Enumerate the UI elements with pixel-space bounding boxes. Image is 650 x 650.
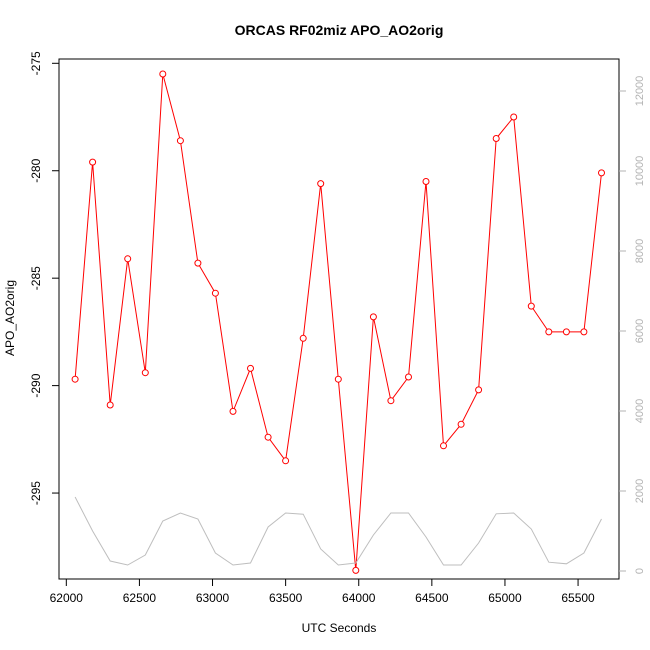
y-tick-label-2: -285: [29, 266, 43, 290]
y-axis-label: APO_AO2orig: [3, 280, 17, 356]
series-0-point-14: [317, 180, 325, 188]
series-0-point-7: [194, 259, 202, 267]
series-0-point-16: [352, 566, 360, 574]
x-tick-label-1: 62500: [123, 591, 157, 605]
y2-tick-label-0: 0: [634, 568, 646, 574]
y2-tick-label-4: 8000: [634, 239, 646, 263]
series-layer: [71, 70, 605, 574]
x-axis-label: UTC Seconds: [302, 621, 377, 635]
series-0-point-2: [106, 401, 114, 409]
series-0-point-29: [580, 328, 588, 336]
series-0-point-19: [405, 373, 412, 381]
series-0-point-3: [124, 255, 132, 263]
series-0-point-24: [492, 135, 500, 142]
series-0-point-27: [545, 328, 553, 336]
y-axis: -295 -290 -285 -280 -275: [29, 51, 59, 505]
series-1-line: [74, 496, 602, 566]
series-0-point-9: [229, 407, 237, 415]
series-0-point-30: [598, 169, 605, 177]
series-0-point-8: [211, 289, 219, 297]
secondary-y-axis: 0 2000 4000 6000 8000 10000 12000: [619, 76, 646, 574]
x-tick-label-5: 64500: [415, 591, 449, 605]
series-0-point-25: [510, 113, 518, 121]
y2-tick-label-3: 6000: [634, 319, 646, 343]
series-0-point-26: [527, 302, 535, 310]
series-0-point-13: [299, 334, 307, 342]
series-0-point-6: [176, 137, 184, 145]
series-0-point-12: [282, 457, 290, 465]
y2-tick-label-5: 10000: [634, 156, 646, 187]
y2-tick-label-2: 4000: [634, 399, 646, 423]
series-0-point-5: [159, 70, 167, 78]
series-0-point-0: [71, 375, 79, 383]
series-0-point-22: [457, 420, 465, 428]
x-tick-label-4: 64000: [342, 591, 376, 605]
chart-title: ORCAS RF02miz APO_AO2orig: [235, 22, 444, 38]
y2-tick-label-1: 2000: [634, 479, 646, 503]
plot-frame: [58, 58, 620, 580]
y2-tick-label-6: 12000: [634, 76, 646, 107]
x-tick-label-3: 63500: [269, 591, 303, 605]
x-tick-label-6: 65000: [488, 591, 522, 605]
series-0-point-21: [440, 442, 447, 450]
series-0-point-1: [89, 158, 97, 166]
series-0-point-11: [264, 433, 272, 441]
series-0-point-28: [562, 328, 570, 336]
x-axis: 62000 62500 63000 63500 64000 64500 65000 65500: [50, 579, 595, 605]
x-tick-label-7: 65500: [561, 591, 595, 605]
y-tick-label-4: -275: [29, 51, 43, 75]
series-0-point-20: [422, 178, 430, 185]
y-tick-label-1: -290: [29, 373, 43, 397]
y-tick-label-3: -280: [29, 158, 43, 182]
y-tick-label-0: -295: [29, 481, 43, 505]
series-0-point-17: [369, 313, 377, 321]
series-0-point-18: [387, 397, 395, 405]
series-0-point-15: [334, 375, 342, 383]
series-0-point-23: [475, 386, 483, 394]
x-tick-label-0: 62000: [50, 591, 84, 605]
series-0-point-4: [141, 369, 149, 377]
x-tick-label-2: 63000: [196, 591, 230, 605]
series-0-point-10: [247, 364, 254, 372]
series-0-line: [74, 73, 602, 571]
